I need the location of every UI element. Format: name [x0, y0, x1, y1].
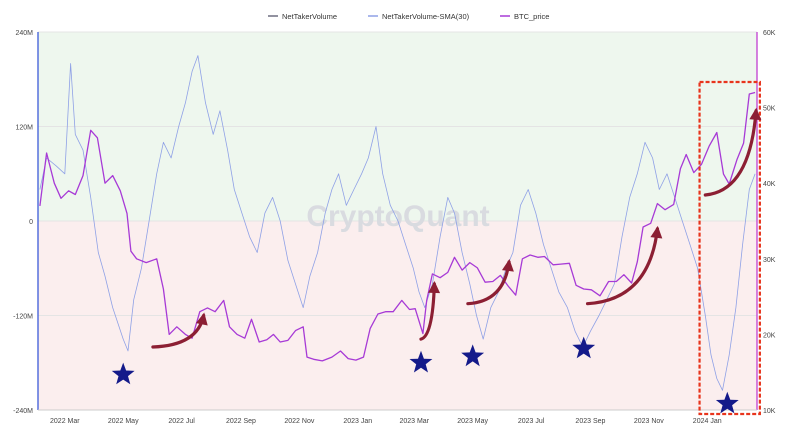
- star-marker: [111, 362, 135, 385]
- arrow-head: [650, 225, 663, 239]
- arrow-curve: [703, 109, 758, 197]
- arrow-head: [195, 312, 208, 326]
- star-marker: [715, 391, 739, 414]
- legend-label: NetTakerVolume-SMA(30): [382, 12, 470, 21]
- arrow-head: [501, 258, 514, 272]
- x-tick-label: 2023 Jul: [518, 418, 545, 425]
- x-tick-label: 2022 Sep: [226, 418, 256, 425]
- btc-price-line: [39, 91, 756, 362]
- right-tick-label: 20K: [763, 332, 776, 339]
- x-tick-label: 2023 Sep: [575, 418, 605, 425]
- legend-label: BTC_price: [514, 12, 549, 21]
- right-tick-label: 60K: [763, 30, 776, 37]
- left-tick-label: 240M: [15, 30, 33, 37]
- x-tick-label: 2022 Mar: [50, 418, 80, 425]
- left-tick-label: -120M: [13, 314, 33, 321]
- x-tick-label: 2023 Jan: [343, 418, 372, 425]
- x-tick-label: 2022 Nov: [284, 418, 314, 425]
- left-tick-label: 120M: [15, 125, 33, 132]
- left-axis-ticks: 240M 120M 0 -120M -240M: [13, 30, 33, 415]
- x-tick-label: 2022 May: [108, 418, 139, 425]
- star-marker: [461, 344, 485, 367]
- left-tick-label: 0: [29, 219, 33, 226]
- x-tick-label: 2024 Jan: [693, 418, 722, 425]
- arrow-head: [749, 107, 762, 121]
- legend-label: NetTakerVolume: [282, 12, 337, 21]
- legend-item[interactable]: BTC_price: [500, 12, 549, 21]
- star-marker: [572, 336, 596, 359]
- x-tick-label: 2022 Jul: [168, 418, 195, 425]
- annotations: [111, 80, 762, 416]
- legend-item[interactable]: NetTakerVolume-SMA(30): [368, 12, 470, 21]
- legend: NetTakerVolume NetTakerVolume-SMA(30) BTC_…: [268, 12, 549, 21]
- x-tick-label: 2023 Mar: [399, 418, 429, 425]
- axes: [37, 32, 758, 411]
- star-marker: [409, 350, 433, 373]
- arrow-head: [428, 281, 441, 294]
- x-axis-ticks: 2022 Mar 2022 May 2022 Jul 2022 Sep 2022 Nov…: [50, 418, 722, 425]
- legend-item[interactable]: NetTakerVolume: [268, 12, 337, 21]
- left-tick-label: -240M: [13, 408, 33, 415]
- right-tick-label: 10K: [763, 408, 776, 415]
- right-axis-ticks: 60K 50K 40K 30K 20K 10K: [763, 30, 776, 415]
- right-tick-label: 40K: [763, 181, 776, 188]
- sma-line: [39, 55, 756, 391]
- x-tick-label: 2023 Nov: [634, 418, 664, 425]
- x-tick-label: 2023 May: [457, 418, 488, 425]
- series-btc-price: [39, 91, 756, 362]
- arrow-curve: [585, 227, 660, 306]
- series-netTakerVolume-sma: [39, 55, 756, 391]
- right-tick-label: 30K: [763, 257, 776, 264]
- highlight-box: [698, 80, 761, 416]
- watermark-text: CryptoQuant: [306, 200, 489, 233]
- right-tick-label: 50K: [763, 106, 776, 113]
